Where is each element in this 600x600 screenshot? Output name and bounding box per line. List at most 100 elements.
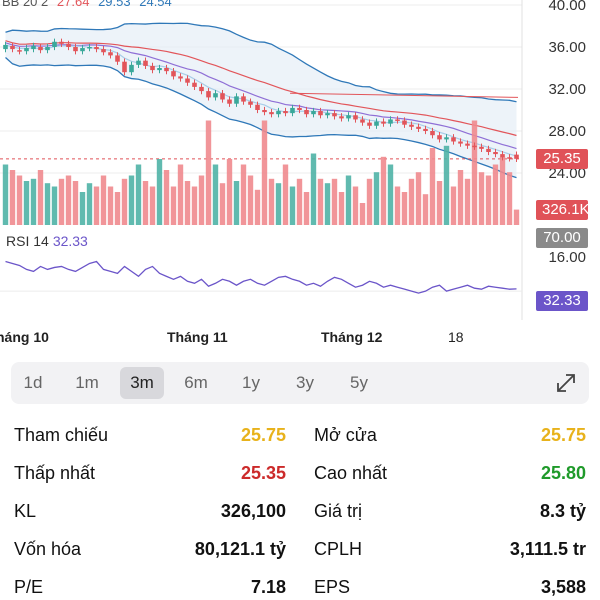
bollinger-legend: BB 20 2 27.64 29.53 24.54: [2, 0, 177, 9]
candle-body: [150, 65, 155, 71]
stat-label: Mở cửa: [314, 424, 377, 445]
expand-icon[interactable]: [555, 372, 577, 394]
volume-bar: [303, 192, 310, 225]
bollinger-upper: [5, 22, 517, 103]
stat-row: Thấp nhất 25.35: [14, 455, 286, 491]
candle-body: [234, 96, 239, 104]
volume-bar: [352, 186, 359, 225]
volume-bar: [191, 186, 198, 225]
range-1m[interactable]: 1m: [75, 373, 99, 392]
candle-body: [262, 110, 267, 113]
stat-label: CPLH: [314, 538, 363, 559]
stat-value: 80,121.1 tỷ: [194, 538, 286, 559]
candle-body: [493, 152, 498, 155]
stat-value: 7.18: [250, 576, 286, 597]
volume-bar: [261, 120, 268, 225]
candle-body: [38, 47, 43, 51]
stat-row: Mở cửa 25.75: [314, 417, 586, 453]
candle-body: [332, 113, 337, 117]
x-label-day: 18: [448, 329, 464, 345]
volume-bar: [135, 164, 142, 225]
volume-bar: [93, 186, 100, 225]
stat-row: EPS 3,588: [314, 569, 586, 600]
candle-body: [220, 93, 225, 100]
stat-label: Giá trị: [314, 500, 363, 521]
volume-bar: [513, 209, 520, 225]
volume-bar: [184, 181, 191, 225]
volume-bar: [359, 203, 366, 225]
volume-bar: [331, 178, 338, 225]
stat-row: CPLH 3,111.5 tr: [314, 531, 586, 567]
stat-value: 25.80: [540, 462, 586, 483]
stat-row: Giá trị 8.3 tỷ: [314, 493, 586, 529]
candle-body: [290, 107, 295, 114]
candle-body: [353, 115, 358, 120]
volume-bar: [44, 183, 51, 225]
candle-body: [416, 126, 421, 129]
volume-bar: [422, 194, 429, 225]
range-1y[interactable]: 1y: [242, 373, 260, 392]
volume-bar: [443, 145, 450, 225]
volume-bar: [58, 178, 65, 225]
bb-name: BB 20 2: [2, 0, 49, 9]
stat-label: Cao nhất: [314, 462, 388, 483]
candle-body: [500, 154, 505, 158]
range-5y[interactable]: 5y: [350, 373, 368, 392]
candle-body: [514, 154, 519, 159]
bb-value-3: 24.54: [139, 0, 172, 9]
candle-body: [297, 107, 302, 110]
candle-body: [178, 76, 183, 79]
stat-label: Tham chiếu: [14, 424, 109, 445]
candle-body: [101, 49, 106, 53]
range-3m[interactable]: 3m: [120, 367, 164, 399]
candle-body: [325, 113, 330, 116]
candle-body: [171, 71, 176, 77]
volume-bar: [156, 159, 163, 225]
rsi-legend: RSI 14 32.33: [6, 233, 88, 249]
candle-body: [157, 68, 162, 71]
volume-bar: [9, 170, 16, 225]
chart-canvas[interactable]: [0, 0, 600, 330]
x-label-nov: Tháng 11: [167, 329, 228, 345]
x-label-dec: Tháng 12: [321, 329, 383, 345]
volume-bar: [149, 186, 156, 225]
candle-body: [311, 111, 316, 115]
price-tick-32: 32.00: [548, 81, 586, 98]
volume-bar: [198, 175, 205, 225]
candle-body: [66, 43, 71, 47]
volume-bar: [436, 181, 443, 225]
volume-bar: [107, 186, 114, 225]
volume-bar: [142, 181, 149, 225]
volume-bar: [114, 192, 121, 225]
price-chart[interactable]: BB 20 2 27.64 29.53 24.54 40.00 36.00 32…: [0, 0, 600, 330]
candle-body: [367, 122, 372, 126]
volume-bar: [317, 178, 324, 225]
volume-bar: [457, 170, 464, 225]
ma-red-line: [5, 40, 517, 137]
stat-value: 8.3 tỷ: [539, 500, 586, 521]
volume-bar: [289, 186, 296, 225]
range-3y[interactable]: 3y: [296, 373, 314, 392]
rsi-level-tag: 70.00: [536, 228, 588, 248]
volume-bar: [506, 172, 513, 225]
candle-body: [136, 60, 141, 65]
volume-bar: [429, 148, 436, 225]
stat-row: P/E 7.18: [14, 569, 286, 600]
volume-bar: [212, 164, 219, 225]
volume-bar: [79, 192, 86, 225]
volume-bar: [51, 186, 58, 225]
current-price-tag: 25.35: [536, 149, 588, 169]
candle-body: [31, 45, 36, 50]
stat-row: Vốn hóa 80,121.1 tỷ: [14, 531, 286, 567]
candle-body: [10, 45, 15, 50]
candle-body: [339, 116, 344, 119]
candle-body: [129, 64, 134, 73]
range-1d[interactable]: 1d: [23, 373, 43, 392]
candle-body: [192, 82, 197, 87]
candle-body: [269, 112, 274, 115]
candle-body: [108, 52, 113, 56]
volume-bar: [72, 181, 79, 225]
candle-body: [164, 68, 169, 72]
volume-bar: [226, 159, 233, 225]
range-6m[interactable]: 6m: [184, 373, 208, 392]
